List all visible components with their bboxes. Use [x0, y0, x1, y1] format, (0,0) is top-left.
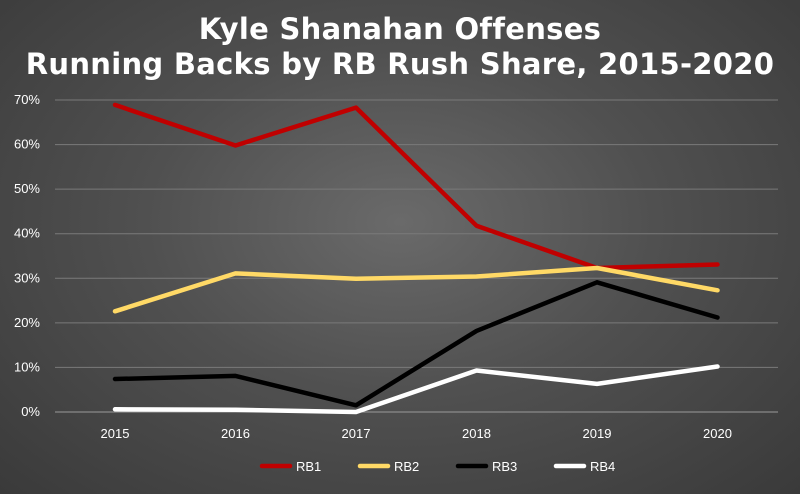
x-tick-label: 2018 — [462, 426, 491, 441]
x-tick-label: 2020 — [703, 426, 732, 441]
y-tick-label: 40% — [14, 226, 40, 241]
y-tick-label: 70% — [14, 92, 40, 107]
series-line-rb3 — [112, 280, 720, 408]
series-line-rb2 — [112, 265, 720, 314]
series-line-rb4 — [112, 364, 720, 415]
x-tick-label: 2015 — [101, 426, 130, 441]
y-tick-label: 10% — [14, 359, 40, 374]
legend-label: RB2 — [394, 459, 419, 474]
chart-title: Kyle Shanahan Offenses — [198, 12, 602, 46]
x-tick-label: 2017 — [342, 426, 371, 441]
legend-label: RB3 — [492, 459, 517, 474]
legend-label: RB4 — [590, 459, 615, 474]
legend-label: RB1 — [296, 459, 321, 474]
y-tick-label: 30% — [14, 270, 40, 285]
series-line-rb1 — [112, 102, 720, 271]
y-tick-label: 20% — [14, 315, 40, 330]
x-tick-label: 2016 — [221, 426, 250, 441]
chart-subtitle: Running Backs by RB Rush Share, 2015-202… — [25, 47, 775, 81]
y-tick-label: 0% — [21, 404, 40, 419]
x-tick-label: 2019 — [583, 426, 612, 441]
y-tick-label: 50% — [14, 181, 40, 196]
y-tick-label: 60% — [14, 137, 40, 152]
